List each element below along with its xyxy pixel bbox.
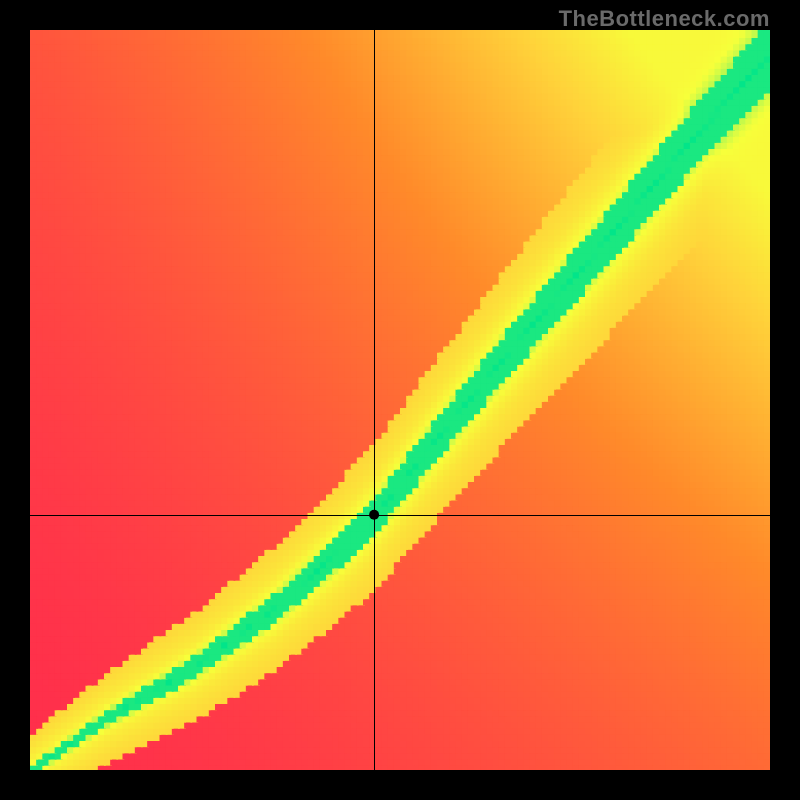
heatmap-plot: [30, 30, 770, 770]
chart-container: TheBottleneck.com: [0, 0, 800, 800]
watermark-label: TheBottleneck.com: [559, 6, 770, 32]
heatmap-canvas: [30, 30, 770, 770]
